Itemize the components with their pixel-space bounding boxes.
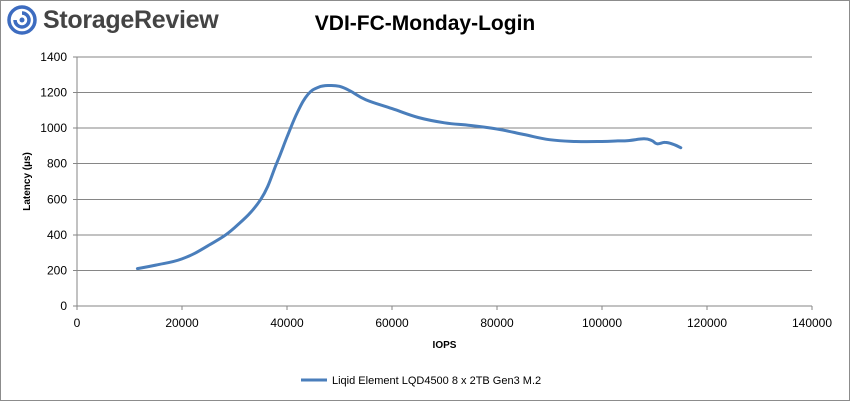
y-tick-label: 1400: [40, 50, 67, 64]
y-tick-label: 400: [47, 228, 67, 242]
x-tick-labels: 0 20000 40000 60000 80000 100000 120000 140000: [74, 316, 833, 330]
y-tick-labels: 0 200 400 600 800 1000 1200 1400: [40, 50, 67, 313]
x-tick-label: 100000: [582, 316, 622, 330]
x-tick-label: 140000: [792, 316, 832, 330]
chart-title: VDI-FC-Monday-Login: [314, 12, 536, 35]
y-tick-label: 600: [47, 192, 67, 206]
x-tick-label: 80000: [480, 316, 514, 330]
gridlines: [77, 56, 812, 271]
x-tick-label: 60000: [375, 316, 409, 330]
y-tick-label: 800: [47, 157, 67, 171]
legend: Liqid Element LQD4500 8 x 2TB Gen3 M.2: [301, 375, 541, 387]
storagereview-logo-icon: [7, 5, 37, 35]
y-tick-label: 0: [60, 299, 67, 313]
x-axis-title: IOPS: [433, 340, 457, 351]
x-tick-label: 120000: [687, 316, 727, 330]
legend-label: Liqid Element LQD4500 8 x 2TB Gen3 M.2: [332, 375, 541, 387]
x-tick-label: 0: [74, 316, 81, 330]
series-lines: [135, 83, 683, 271]
y-tick-label: 200: [47, 263, 67, 277]
brand-name: StorageReview: [43, 5, 219, 34]
brand-logo: StorageReview: [7, 3, 219, 37]
y-tick-label: 1200: [40, 86, 67, 100]
axes: [73, 56, 813, 310]
y-tick-label: 1000: [40, 121, 67, 135]
x-tick-label: 40000: [270, 316, 304, 330]
x-tick-label: 20000: [165, 316, 199, 330]
series-line: [135, 83, 683, 271]
y-axis-title: Latency (µs): [22, 152, 33, 211]
